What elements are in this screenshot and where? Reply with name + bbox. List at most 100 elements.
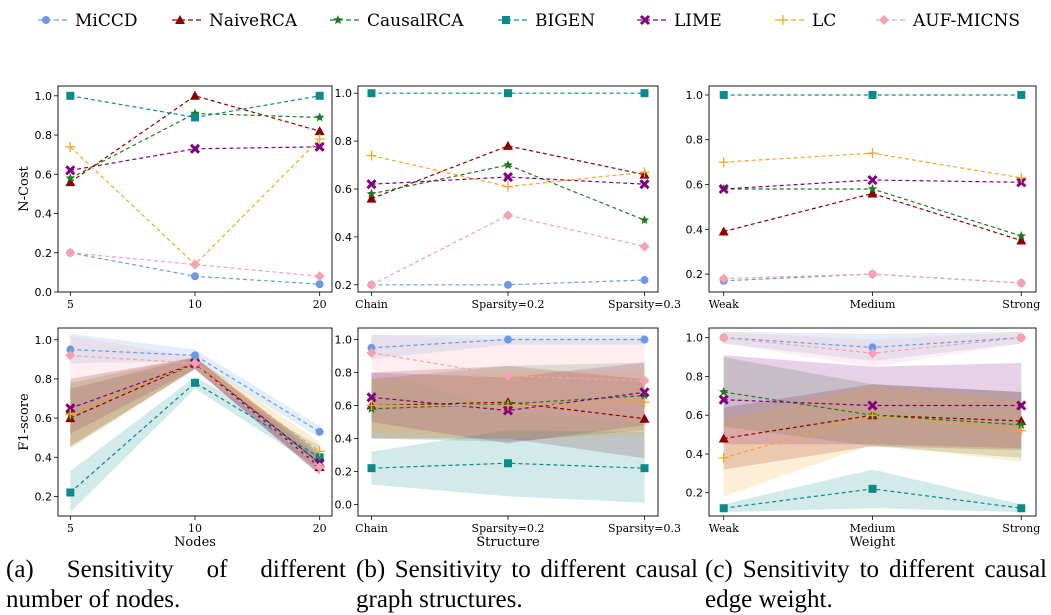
marker-naiverca: [503, 140, 513, 150]
y-tick-label: 0.2: [335, 279, 353, 292]
y-tick-label: 0.6: [686, 409, 704, 422]
marker-bigen: [640, 89, 649, 98]
x-tick-label: Chain: [355, 522, 388, 535]
x-axis-label: Nodes: [174, 535, 216, 550]
y-tick-label: 0.8: [35, 373, 53, 386]
x-tick-label: Medium: [850, 522, 896, 535]
y-tick-label: 0.4: [335, 432, 353, 445]
x-tick-label: Weak: [709, 522, 739, 535]
legend-item-lc: LC: [775, 11, 836, 31]
legend-item-naiverca: NaiveRCA: [172, 11, 298, 31]
marker-naiverca: [314, 126, 325, 136]
marker-bigen: [66, 488, 75, 497]
x-tick-label: Chain: [355, 298, 388, 311]
legend-item-bigen: BIGEN: [498, 11, 595, 31]
marker-bigen: [868, 90, 877, 99]
caption-a: (a) Sensitivity of different number of n…: [6, 556, 346, 613]
marker-miccd: [315, 280, 324, 289]
y-tick-label: 1.0: [686, 332, 704, 345]
marker-bigen: [315, 91, 324, 100]
marker-miccd: [504, 280, 512, 289]
series-auf-micns: [65, 350, 325, 473]
y-tick-label: 1.0: [335, 334, 353, 347]
marker-lc: [65, 141, 76, 152]
marker-lc: [314, 133, 325, 144]
legend-label: NaiveRCA: [209, 11, 298, 31]
marker-miccd: [191, 272, 199, 281]
marker-lc: [1016, 172, 1027, 183]
marker-naiverca: [639, 413, 650, 423]
legend-item-miccd: MiCCD: [38, 11, 138, 31]
x-tick-label: Strong: [1002, 522, 1040, 535]
series-lime: [718, 394, 1027, 411]
y-tick-label: 0.6: [335, 183, 353, 196]
chart-panels: 0.00.20.40.60.81.05 10 20N-Cost0.20.40.60.…: [17, 85, 1040, 550]
marker-lime: [314, 141, 325, 152]
y-tick-label: 0.2: [686, 487, 704, 500]
marker-naiverca: [867, 188, 878, 198]
legend-label: LC: [812, 11, 836, 31]
x-tick-label: 20: [313, 298, 327, 311]
legend-label: LIME: [674, 11, 722, 31]
y-tick-label: 0.4: [686, 223, 704, 236]
marker-lime: [366, 179, 377, 190]
y-tick-label: 0.2: [35, 490, 53, 503]
marker-auf-micns: [718, 332, 729, 343]
marker-auf-micns: [366, 347, 377, 358]
y-tick-label: 0.8: [335, 135, 353, 148]
marker-auf-micns: [867, 269, 878, 280]
marker-miccd: [66, 345, 75, 354]
series-auf-micns: [718, 269, 1027, 289]
marker-causalrca: [1016, 419, 1027, 429]
marker-lime: [189, 143, 201, 154]
marker-causalrca: [65, 173, 76, 183]
series-lc: [65, 133, 325, 270]
marker-causalrca: [503, 160, 513, 170]
marker-causalrca: [1016, 231, 1027, 241]
series-miccd: [66, 345, 324, 436]
marker-lc: [639, 167, 650, 178]
marker-causalrca: [639, 215, 650, 225]
marker-causalrca: [314, 112, 325, 122]
marker-auf-micns: [503, 370, 513, 381]
marker-miccd: [504, 335, 512, 344]
chart-b-f1: 0.0 0.2 0.4 0.6 0.8 1.0 Chain Sparsity=0.2 Spars…: [335, 327, 681, 550]
marker-lime: [65, 165, 76, 176]
x-tick-label: Sparsity=0.2: [472, 522, 545, 535]
series-auf-micns: [718, 332, 1027, 359]
legend-label: AUF-MICNS: [912, 11, 1020, 31]
series-line: [70, 362, 321, 464]
x-tick-label: Strong: [1002, 298, 1040, 311]
marker-miccd: [640, 335, 649, 344]
marker-bigen: [367, 89, 376, 98]
marker-lc: [867, 148, 878, 159]
marker-bigen: [1017, 504, 1026, 513]
y-tick-label: 1.0: [35, 334, 53, 347]
y-tick-label: 0.0: [335, 498, 353, 511]
marker-auf-micns: [65, 247, 76, 258]
marker-lc: [503, 181, 513, 192]
band-miccd: [70, 333, 320, 438]
marker-lc: [503, 400, 513, 411]
y-tick-label: 0.2: [35, 247, 53, 260]
y-tick-label: 0.8: [335, 367, 353, 380]
marker-naiverca: [190, 90, 200, 100]
x-tick-label: Sparsity=0.3: [608, 522, 681, 535]
band-lime: [723, 355, 1022, 449]
x-tick-label: Medium: [850, 298, 896, 311]
marker-naiverca: [366, 193, 377, 203]
x-axis-label: Weight: [849, 535, 896, 550]
y-tick-label: 0.6: [335, 400, 353, 413]
marker-auf-micns: [639, 375, 650, 386]
marker-miccd: [315, 427, 324, 436]
marker-auf-micns: [1016, 332, 1027, 343]
y-tick-label: 0.4: [335, 231, 353, 244]
legend-item-auf-micns: AUF-MICNS: [876, 11, 1020, 31]
marker-lime: [502, 171, 514, 183]
y-tick-label: 0.0: [35, 286, 53, 299]
y-axis-label: F1-score: [17, 393, 32, 451]
marker-lime: [718, 183, 729, 195]
series-lc: [718, 148, 1027, 183]
series-lime: [65, 141, 325, 176]
marker-lc: [1016, 425, 1027, 436]
